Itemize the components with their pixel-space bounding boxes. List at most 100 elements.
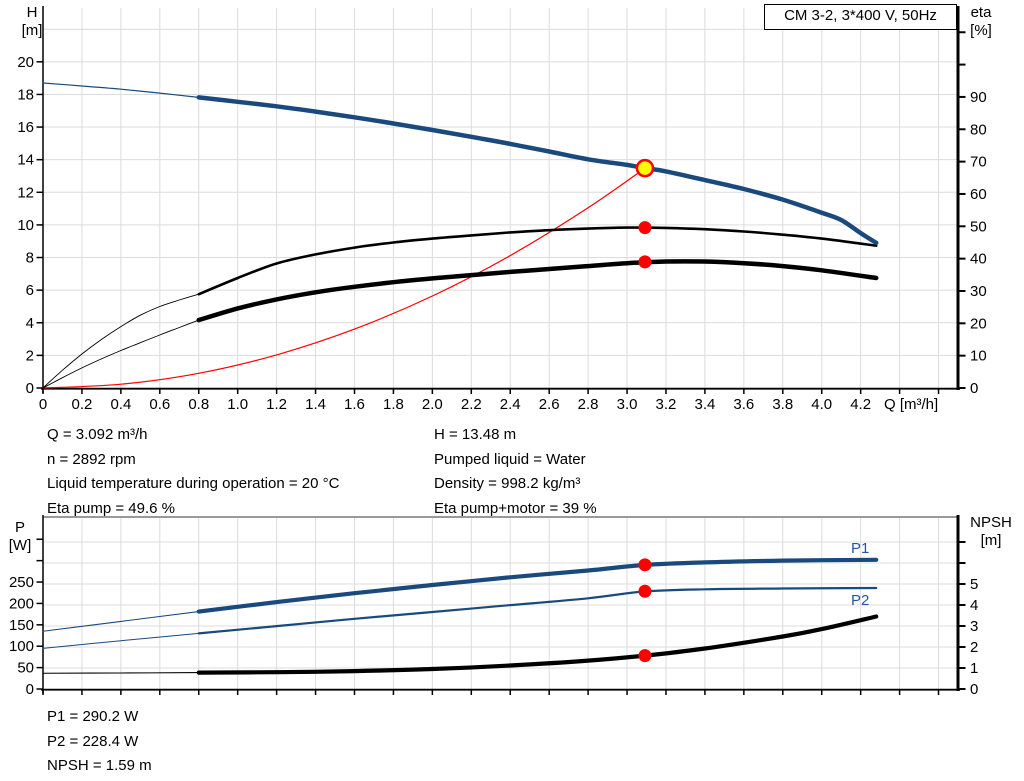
svg-text:12: 12 — [17, 184, 34, 201]
svg-text:40: 40 — [970, 251, 987, 268]
svg-text:1.0: 1.0 — [227, 396, 248, 413]
p1-point-marker — [638, 558, 652, 572]
P2-curve-thin — [42, 632, 200, 649]
svg-text:10: 10 — [17, 217, 34, 234]
info-eta-pump-motor: Eta pump+motor = 39 % — [434, 499, 597, 517]
eta-pump-point-marker — [638, 221, 652, 235]
svg-text:50: 50 — [970, 218, 987, 235]
h-axis-title: H [m] — [15, 4, 49, 40]
svg-text:3.4: 3.4 — [694, 396, 715, 413]
svg-text:16: 16 — [17, 119, 34, 136]
info-block-bottom: P1 = 290.2 W P2 = 228.4 W NPSH = 1.59 m — [47, 705, 152, 779]
svg-text:0: 0 — [970, 681, 978, 698]
eta-pump-motor-point-marker — [638, 255, 652, 269]
svg-text:3.2: 3.2 — [656, 396, 677, 413]
top-chart-markers — [635, 158, 655, 269]
info-eta-pump: Eta pump = 49.6 % — [47, 499, 175, 517]
npsh-axis-title: NPSH [m] — [960, 514, 1022, 550]
info-liquid-temp: Liquid temperature during operation = 20… — [47, 475, 340, 492]
svg-text:1: 1 — [970, 660, 978, 677]
bottom-chart-series — [42, 557, 879, 675]
svg-text:4.0: 4.0 — [811, 396, 832, 413]
svg-text:20: 20 — [970, 315, 987, 332]
P2-curve — [197, 586, 878, 635]
svg-text:5: 5 — [970, 576, 978, 593]
p2-point-marker — [638, 584, 652, 598]
svg-text:200: 200 — [9, 595, 34, 612]
svg-text:3.8: 3.8 — [772, 396, 793, 413]
eta-axis-name: eta — [970, 4, 992, 21]
eta-pump-curve-thin — [42, 293, 200, 389]
info-density: Density = 998.2 kg/m³ — [434, 475, 581, 492]
head-curve-curve — [196, 95, 879, 246]
eta-axis-unit: [%] — [970, 22, 992, 39]
duty-point-marker — [635, 158, 655, 178]
svg-text:0: 0 — [26, 380, 34, 397]
svg-text:6: 6 — [26, 282, 34, 299]
svg-text:2.4: 2.4 — [500, 396, 521, 413]
bottom-chart-axes: 0 50 100 150 200 250 0 1 2 3 4 5 — [9, 515, 978, 698]
svg-text:2.2: 2.2 — [461, 396, 482, 413]
pump-title-box: CM 3-2, 3*400 V, 50Hz — [764, 4, 957, 30]
svg-text:2.6: 2.6 — [539, 396, 560, 413]
svg-text:1.6: 1.6 — [344, 396, 365, 413]
svg-text:0.6: 0.6 — [149, 396, 170, 413]
p1-curve-label: P1 — [851, 540, 870, 557]
svg-text:4: 4 — [970, 597, 978, 614]
h-axis-unit: [m] — [21, 22, 43, 39]
svg-text:30: 30 — [970, 283, 987, 300]
eta-axis-title: eta [%] — [964, 4, 998, 40]
p2-curve-label: P2 — [851, 592, 870, 609]
info-npsh: NPSH = 1.59 m — [47, 757, 152, 774]
p-axis-unit: [W] — [8, 537, 32, 554]
svg-text:150: 150 — [9, 617, 34, 634]
svg-text:100: 100 — [9, 638, 34, 655]
info-q: Q = 3.092 m³/h — [47, 426, 148, 443]
eta-pump-curve — [197, 226, 878, 296]
info-block-right: H = 13.48 m Pumped liquid = Water Densit… — [434, 423, 597, 521]
bottom-chart-markers — [638, 558, 652, 663]
svg-text:18: 18 — [17, 86, 34, 103]
svg-text:0.2: 0.2 — [72, 396, 93, 413]
svg-text:20: 20 — [17, 54, 34, 71]
svg-text:0.4: 0.4 — [110, 396, 131, 413]
svg-text:2.0: 2.0 — [422, 396, 443, 413]
svg-text:4: 4 — [26, 315, 34, 332]
p-axis-title: P [W] — [3, 519, 37, 555]
npsh-axis-unit: [m] — [980, 532, 1002, 549]
svg-text:10: 10 — [970, 348, 987, 365]
info-block-left: Q = 3.092 m³/h n = 2892 rpm Liquid tempe… — [47, 423, 339, 521]
q-axis-title: Q [m³/h] — [884, 396, 939, 413]
info-n: n = 2892 rpm — [47, 450, 136, 468]
svg-text:80: 80 — [970, 121, 987, 138]
svg-text:14: 14 — [17, 152, 34, 169]
svg-text:2: 2 — [26, 347, 34, 364]
p-axis-name: P — [14, 519, 25, 536]
npsh-point-marker — [638, 649, 652, 663]
info-pumped-liquid: Pumped liquid = Water — [434, 450, 586, 468]
eta-pump-motor-curve-thin — [42, 319, 200, 389]
svg-text:0: 0 — [39, 396, 47, 413]
NPSH-curve-thin — [42, 672, 200, 674]
svg-text:1.4: 1.4 — [305, 396, 326, 413]
bottom-chart-grid — [43, 516, 958, 689]
info-p2: P2 = 228.4 W — [47, 732, 139, 750]
svg-text:2: 2 — [970, 639, 978, 656]
svg-text:1.2: 1.2 — [266, 396, 287, 413]
h-axis-name: H — [26, 4, 38, 21]
NPSH-curve — [196, 614, 879, 675]
svg-text:4.2: 4.2 — [850, 396, 871, 413]
top-chart-axes: 0 2 4 6 8 10 12 14 16 18 20 0 10 20 30 40 50 60 70 80 90 0 0.2… — [17, 6, 987, 413]
svg-text:60: 60 — [970, 186, 987, 203]
svg-text:50: 50 — [17, 660, 34, 677]
svg-text:3.0: 3.0 — [617, 396, 638, 413]
svg-text:3.6: 3.6 — [733, 396, 754, 413]
npsh-axis-name: NPSH — [970, 514, 1012, 531]
svg-text:0: 0 — [26, 681, 34, 698]
info-p1: P1 = 290.2 W — [47, 708, 139, 725]
P1-curve — [196, 557, 879, 614]
svg-text:70: 70 — [970, 154, 987, 171]
svg-text:2.8: 2.8 — [578, 396, 599, 413]
